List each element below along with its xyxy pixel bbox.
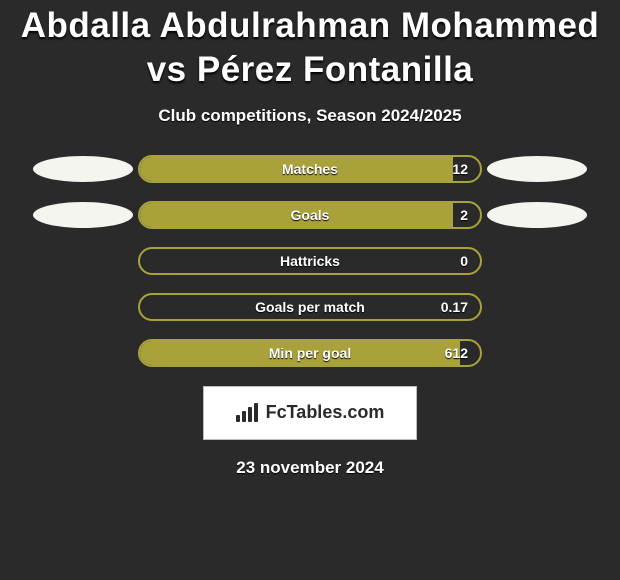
left-side [28, 156, 138, 182]
comparison-row: Matches12 [8, 154, 612, 184]
ellipse-icon [487, 202, 587, 228]
stat-bar: Hattricks0 [138, 247, 482, 275]
stat-bar: Goals2 [138, 201, 482, 229]
ellipse-icon [33, 202, 133, 228]
page-title: Abdalla Abdulrahman Mohammed vs Pérez Fo… [8, 0, 612, 100]
bar-outer [138, 293, 482, 321]
comparison-row: Goals per match0.17 [8, 292, 612, 322]
right-side [482, 202, 592, 228]
logo-box: FcTables.com [203, 386, 417, 440]
bar-fill [140, 157, 453, 181]
date-label: 23 november 2024 [8, 458, 612, 478]
stat-bar: Goals per match0.17 [138, 293, 482, 321]
logo-text: FcTables.com [266, 402, 385, 423]
comparison-row: Min per goal612 [8, 338, 612, 368]
bar-fill [140, 203, 453, 227]
comparison-row: Hattricks0 [8, 246, 612, 276]
stat-bar: Min per goal612 [138, 339, 482, 367]
bar-outer [138, 339, 482, 367]
bar-outer [138, 201, 482, 229]
bar-fill [140, 341, 460, 365]
ellipse-icon [33, 156, 133, 182]
ellipse-icon [487, 156, 587, 182]
comparison-row: Goals2 [8, 200, 612, 230]
comparison-rows: Matches12 Goals2 Hattricks0 Goals per match… [8, 154, 612, 368]
bar-outer [138, 247, 482, 275]
subtitle: Club competitions, Season 2024/2025 [8, 106, 612, 126]
bars-icon [236, 403, 260, 422]
right-side [482, 156, 592, 182]
stat-bar: Matches12 [138, 155, 482, 183]
left-side [28, 202, 138, 228]
bar-outer [138, 155, 482, 183]
